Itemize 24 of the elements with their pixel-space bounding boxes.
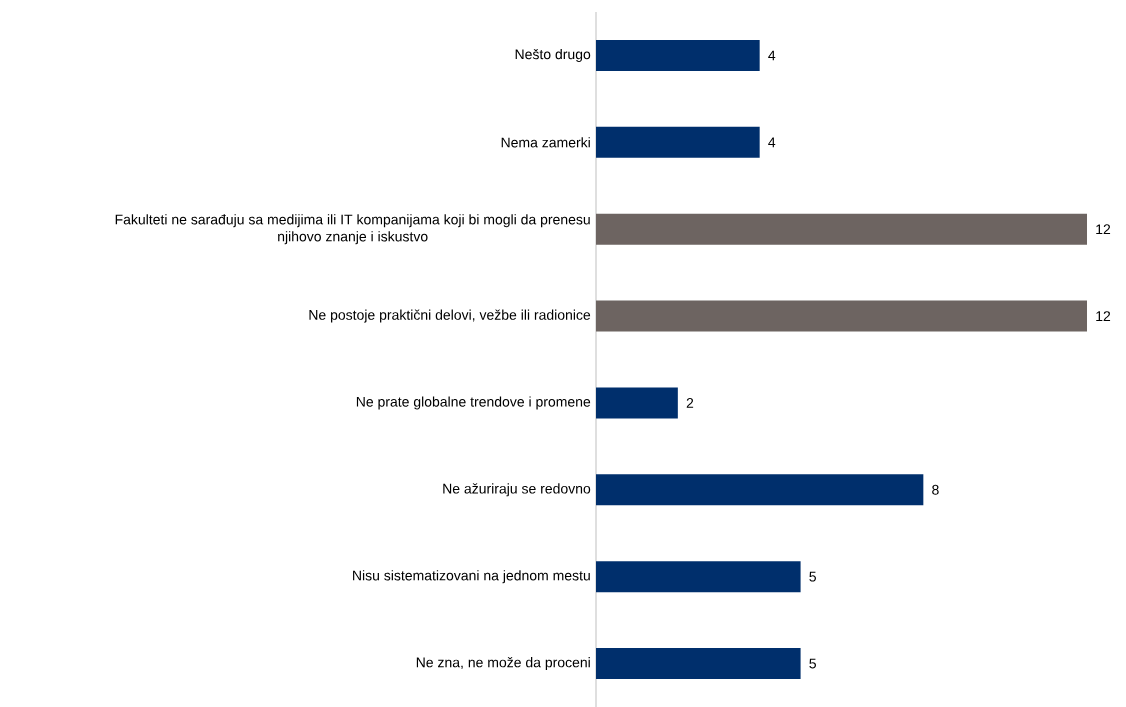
bar: [596, 126, 760, 158]
bar: [596, 387, 678, 419]
data-label: 4: [768, 137, 776, 148]
y-tick-label: Nešto drugo: [515, 48, 591, 62]
data-label: 12: [1096, 224, 1111, 235]
y-tick-label: Ne postoje praktični delovi, vežbe ili radionice: [309, 309, 591, 323]
y-tick-label: Ne ažuriraju se redovno: [443, 483, 591, 497]
data-label: 5: [809, 571, 816, 582]
data-label: 8: [932, 484, 939, 495]
bar: [596, 213, 1088, 245]
bar: [596, 39, 760, 71]
data-label: 4: [768, 50, 776, 61]
data-label: 12: [1096, 311, 1111, 321]
y-tick-label: Nisu sistematizovani na jednom mestu: [353, 570, 590, 584]
data-label: 5: [809, 658, 816, 669]
bar: [596, 561, 801, 593]
y-tick-label: Ne zna, ne može da proceni: [416, 657, 590, 671]
bar: [596, 474, 924, 506]
bar: [596, 300, 1088, 332]
data-label: 2: [686, 398, 694, 408]
y-tick-label: Ne prate globalne trendove i promene: [356, 396, 591, 410]
y-tick-label: Nema zamerki: [501, 137, 590, 148]
bar: [596, 648, 801, 680]
y-tick-label: Fakulteti ne sarađuju sa medijima ili IT kompanijama koji bi mogli da prenesu njihovo znanje i iskustvo: [115, 214, 590, 245]
